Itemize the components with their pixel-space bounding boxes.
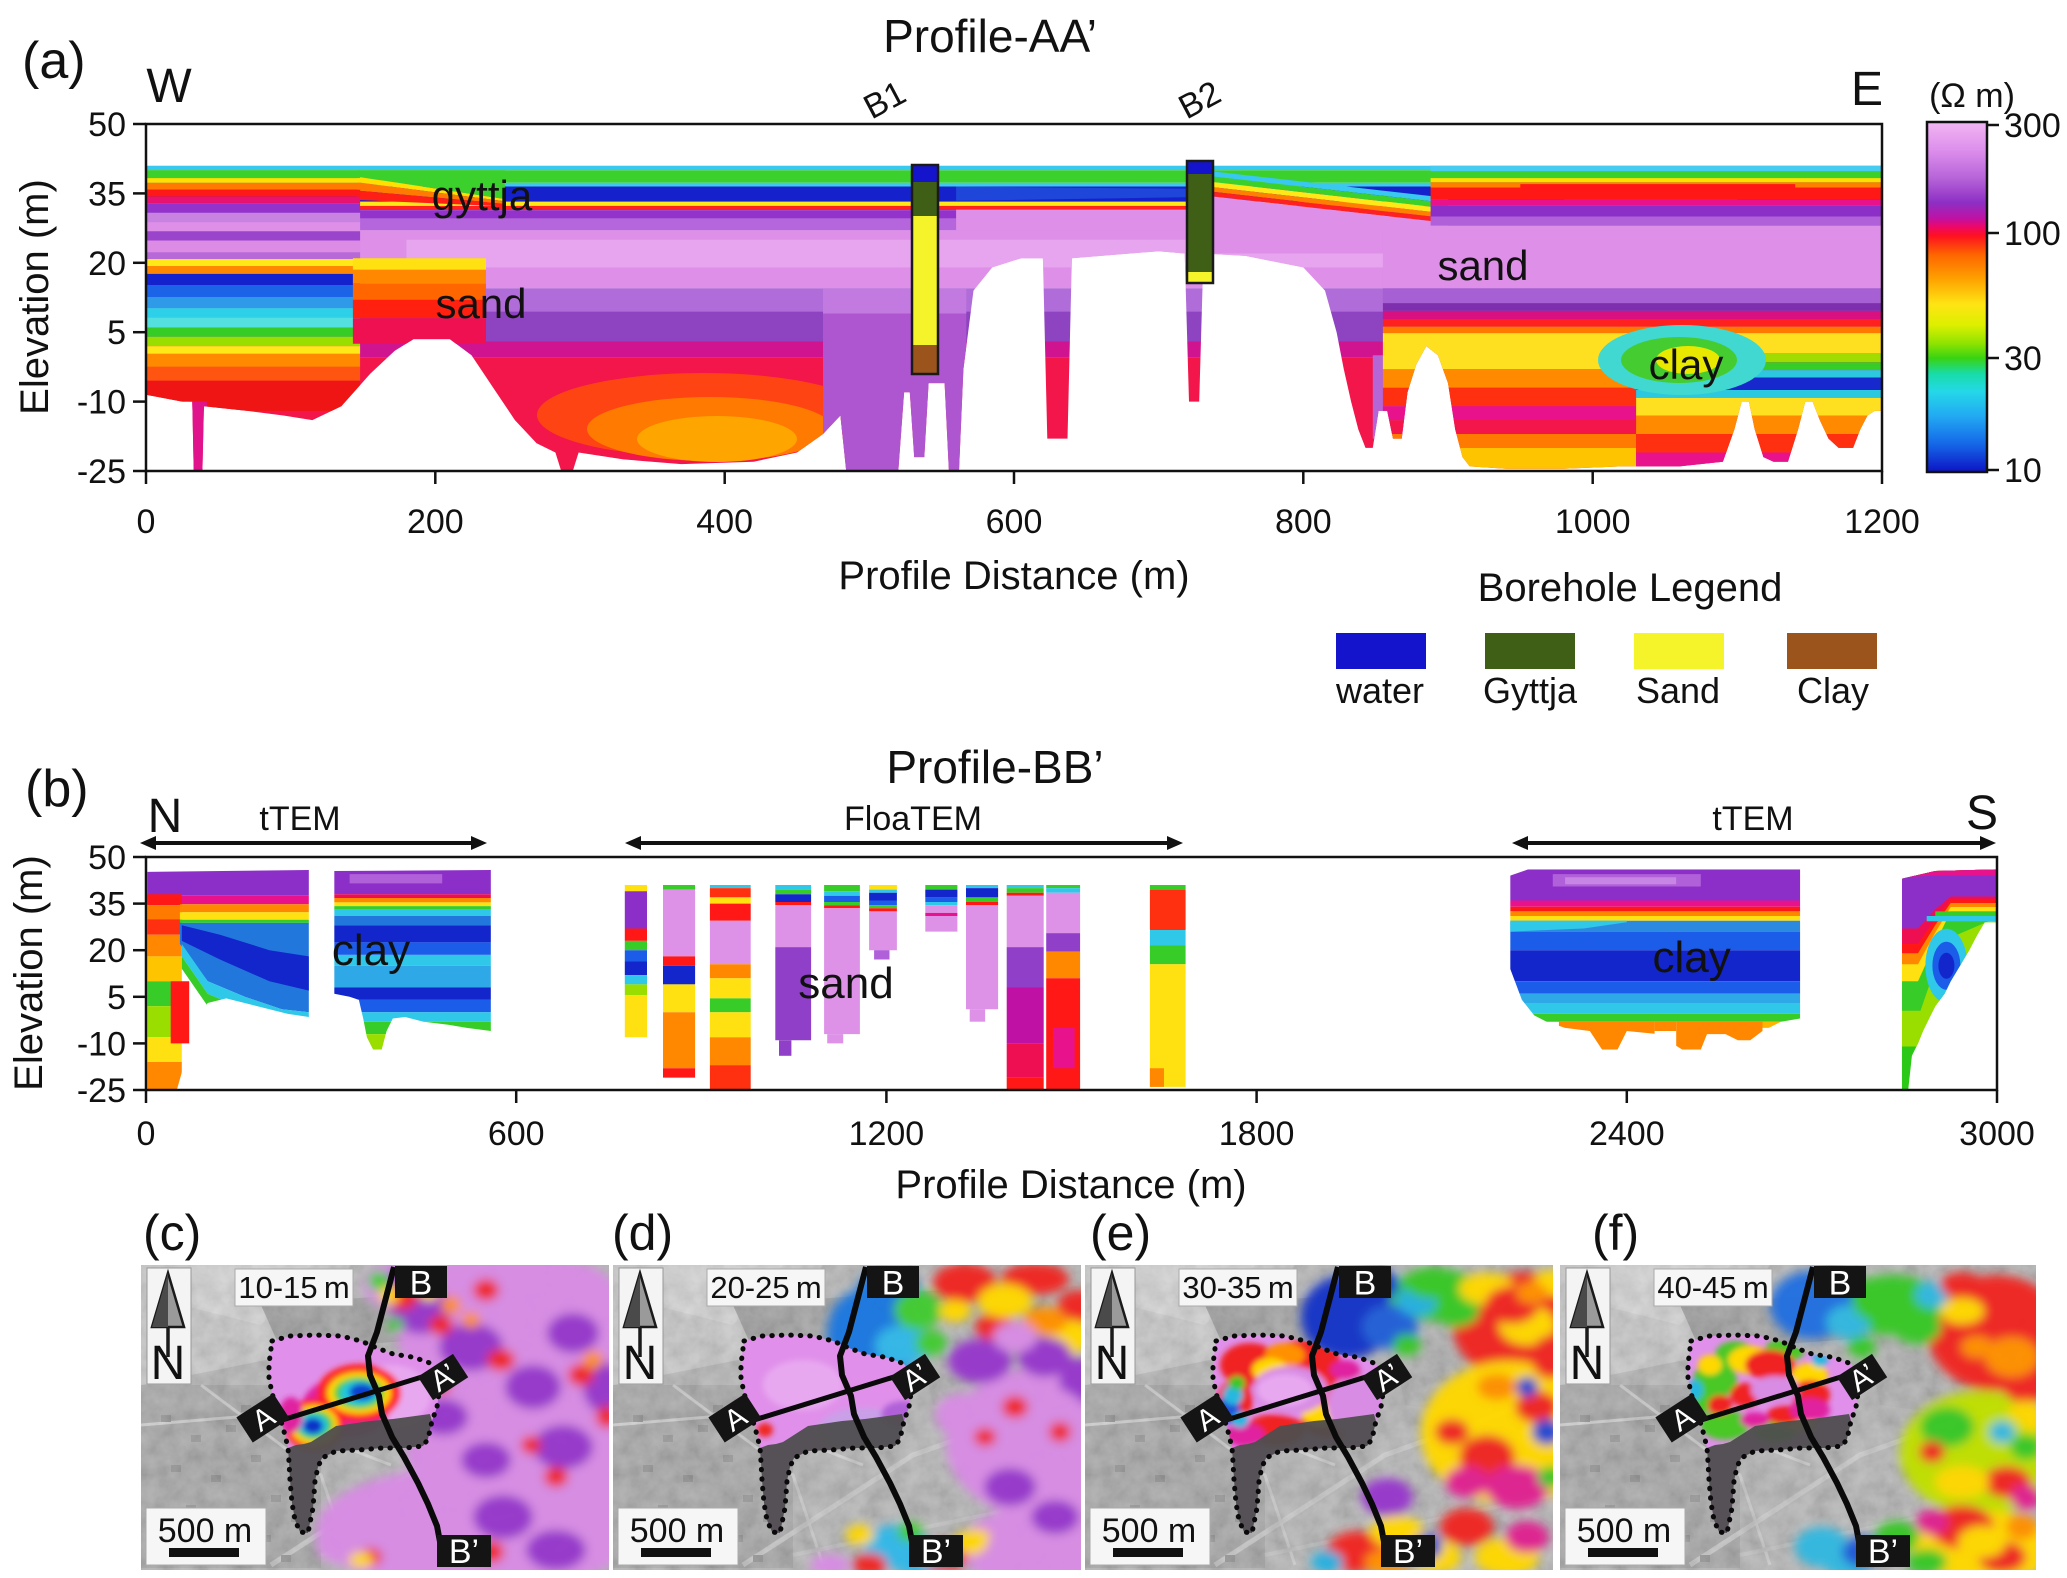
svg-text:B’: B’: [1393, 1533, 1423, 1571]
svg-text:E: E: [1851, 63, 1883, 116]
svg-text:1200: 1200: [1844, 503, 1920, 541]
svg-text:N: N: [1095, 1337, 1130, 1390]
svg-text:35: 35: [88, 175, 126, 213]
svg-text:B: B: [410, 1264, 433, 1302]
svg-text:S: S: [1966, 787, 1998, 840]
svg-text:water: water: [1335, 670, 1424, 711]
svg-text:tTEM: tTEM: [259, 800, 340, 838]
svg-text:1200: 1200: [849, 1115, 925, 1153]
svg-text:500 m: 500 m: [630, 1512, 725, 1550]
svg-text:tTEM: tTEM: [1712, 800, 1793, 838]
svg-text:(Ω m): (Ω m): [1929, 77, 2015, 115]
svg-text:B’: B’: [1868, 1533, 1898, 1571]
svg-text:(e): (e): [1090, 1205, 1151, 1261]
svg-text:N: N: [623, 1337, 658, 1390]
svg-text:clay: clay: [332, 926, 410, 975]
svg-text:clay: clay: [1649, 341, 1724, 388]
svg-text:sand: sand: [1437, 242, 1528, 289]
svg-text:50: 50: [88, 839, 126, 877]
svg-text:10-15 m: 10-15 m: [238, 1270, 349, 1305]
svg-text:30: 30: [2004, 340, 2042, 378]
svg-text:(c): (c): [143, 1205, 201, 1261]
svg-text:(d): (d): [612, 1205, 673, 1261]
svg-text:500 m: 500 m: [1102, 1512, 1197, 1550]
svg-text:200: 200: [407, 503, 464, 541]
svg-text:(b): (b): [25, 760, 89, 818]
svg-text:30-35 m: 30-35 m: [1182, 1270, 1293, 1305]
svg-text:0: 0: [137, 1115, 156, 1153]
svg-text:400: 400: [696, 503, 753, 541]
svg-text:2400: 2400: [1589, 1115, 1665, 1153]
svg-text:5: 5: [107, 314, 126, 352]
svg-text:1000: 1000: [1555, 503, 1631, 541]
svg-text:600: 600: [986, 503, 1043, 541]
svg-text:sand: sand: [435, 280, 526, 327]
svg-text:Clay: Clay: [1797, 670, 1869, 711]
svg-text:5: 5: [107, 979, 126, 1017]
svg-text:-10: -10: [77, 384, 126, 422]
svg-text:20: 20: [88, 932, 126, 970]
svg-text:300: 300: [2004, 107, 2061, 145]
svg-text:(a): (a): [22, 32, 86, 90]
svg-text:Profile Distance (m): Profile Distance (m): [895, 1163, 1246, 1207]
svg-text:100: 100: [2004, 215, 2061, 253]
svg-text:3000: 3000: [1959, 1115, 2035, 1153]
svg-text:Profile-AA’: Profile-AA’: [883, 10, 1097, 62]
svg-text:20: 20: [88, 245, 126, 283]
svg-text:0: 0: [137, 503, 156, 541]
svg-text:50: 50: [88, 106, 126, 144]
svg-text:B: B: [1354, 1264, 1377, 1302]
svg-text:gyttja: gyttja: [432, 172, 533, 219]
svg-text:B: B: [882, 1264, 905, 1302]
svg-text:Gyttja: Gyttja: [1483, 670, 1578, 711]
svg-text:Elevation (m): Elevation (m): [7, 855, 51, 1091]
svg-text:Profile-BB’: Profile-BB’: [886, 741, 1103, 793]
svg-text:Sand: Sand: [1636, 670, 1720, 711]
svg-text:500 m: 500 m: [1577, 1512, 1672, 1550]
svg-text:sand: sand: [798, 959, 893, 1008]
svg-text:B’: B’: [449, 1533, 479, 1571]
svg-text:35: 35: [88, 886, 126, 924]
svg-text:(f): (f): [1592, 1205, 1639, 1261]
svg-text:Profile Distance (m): Profile Distance (m): [838, 554, 1189, 598]
svg-text:N: N: [1570, 1337, 1605, 1390]
svg-text:800: 800: [1275, 503, 1332, 541]
svg-text:-25: -25: [77, 1072, 126, 1110]
svg-text:-10: -10: [77, 1025, 126, 1063]
svg-text:W: W: [146, 60, 192, 113]
svg-text:600: 600: [488, 1115, 545, 1153]
svg-text:B’: B’: [921, 1533, 951, 1571]
svg-text:Borehole Legend: Borehole Legend: [1478, 566, 1783, 610]
svg-text:40-45 m: 40-45 m: [1657, 1270, 1768, 1305]
svg-text:-25: -25: [77, 453, 126, 491]
svg-text:10: 10: [2004, 452, 2042, 490]
svg-text:N: N: [148, 790, 183, 843]
svg-text:B: B: [1829, 1264, 1852, 1302]
svg-text:Elevation (m): Elevation (m): [13, 179, 57, 415]
svg-text:N: N: [151, 1337, 186, 1390]
svg-text:1800: 1800: [1219, 1115, 1295, 1153]
svg-text:FloaTEM: FloaTEM: [844, 800, 982, 838]
svg-text:clay: clay: [1652, 933, 1730, 982]
svg-text:20-25 m: 20-25 m: [710, 1270, 821, 1305]
svg-text:500 m: 500 m: [158, 1512, 253, 1550]
